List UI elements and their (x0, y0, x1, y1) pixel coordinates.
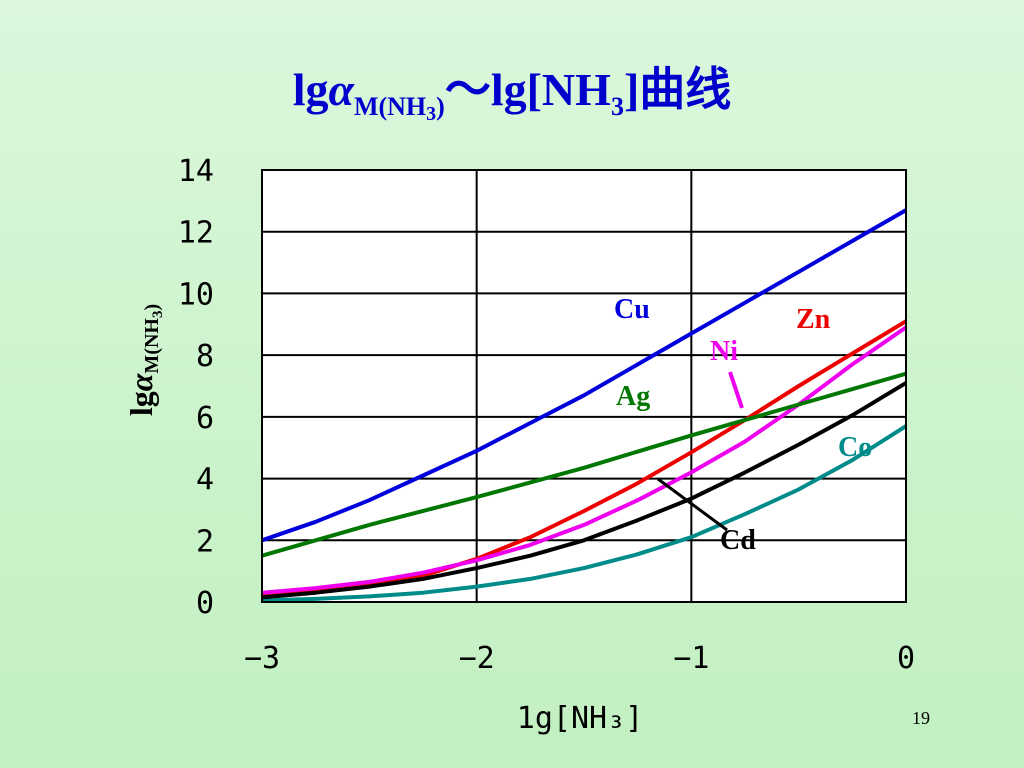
title-suffix-end: ]曲线 (623, 64, 732, 115)
plot-area (262, 170, 906, 602)
cd-leader-line (657, 477, 728, 532)
y-tick-label: 8 (196, 339, 214, 374)
y-tick-label: 4 (196, 463, 214, 498)
ni-leader-line (728, 371, 744, 409)
x-tick-label: −3 (244, 641, 280, 676)
label-zn: Zn (796, 304, 831, 335)
curves (261, 208, 908, 603)
title-sub-sub: 3 (426, 103, 437, 125)
title-suffix-sub: 3 (610, 92, 624, 121)
slide-title: lgαM(NH3)～lg[NH3]曲线 (0, 62, 1024, 142)
x-tick-label: 0 (897, 641, 915, 676)
series-line-co (261, 424, 908, 603)
plot-frame (261, 169, 907, 603)
label-cd: Cd (720, 525, 756, 556)
label-cu: Cu (614, 294, 650, 325)
x-tick-label: −2 (459, 641, 495, 676)
title-alpha: α (328, 64, 354, 115)
title-prefix: lg (292, 64, 329, 115)
series-line-ag (261, 371, 907, 558)
y-tick-label: 10 (178, 277, 214, 312)
page-number: 19 (912, 708, 930, 728)
y-tick-label: 14 (178, 154, 214, 189)
title-sub-close: ) (436, 92, 445, 121)
y-tick-label: 6 (196, 401, 214, 436)
x-tick-label: −1 (673, 641, 709, 676)
x-axis-label: 1g[NH₃] (517, 701, 643, 736)
title-suffix: ～lg[NH (444, 64, 611, 115)
title-sub-text: M(NH (353, 92, 427, 121)
label-co: Co (838, 432, 872, 463)
label-ag: Ag (616, 381, 650, 412)
label-ni: Ni (710, 336, 738, 367)
series-line-cu (261, 208, 907, 543)
title-subscript: M(NH3) (353, 92, 445, 125)
y-axis-label: lgαM(NH3) (123, 304, 166, 416)
y-tick-label: 12 (178, 216, 214, 251)
y-tick-label: 0 (196, 586, 214, 621)
axis-ticks: 0 2 4 6 8 10 12 14 −3 −2 −1 0 (178, 154, 915, 676)
y-tick-label: 2 (196, 524, 214, 559)
series-line-cd (261, 381, 908, 600)
